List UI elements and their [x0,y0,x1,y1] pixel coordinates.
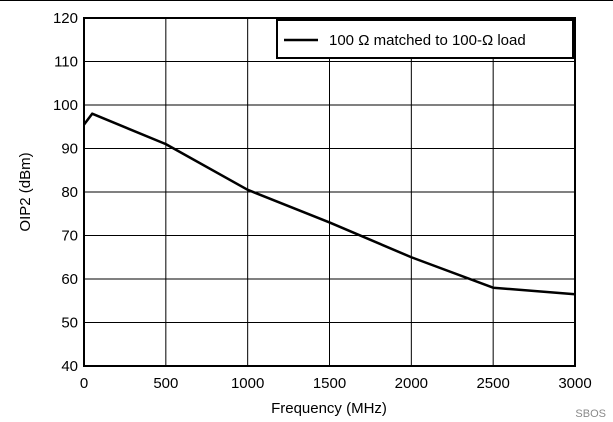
legend: 100 Ω matched to 100-Ω load [276,19,574,59]
x-tick-label: 500 [153,375,178,392]
y-tick-label: 70 [61,228,78,245]
y-tick-labels: 40 50 60 70 80 90 100 110 120 [53,10,78,375]
y-tick-label: 40 [61,358,78,375]
x-tick-labels: 0 500 1000 1500 2000 2500 3000 [80,375,592,392]
x-tick-label: 2000 [395,375,428,392]
y-tick-label: 90 [61,141,78,158]
y-tick-label: 80 [61,184,78,201]
x-tick-label: 0 [80,375,88,392]
x-tick-label: 1500 [313,375,346,392]
x-tick-label: 2500 [476,375,509,392]
series-line [83,112,576,296]
y-tick-label: 110 [54,54,78,71]
plot-area-frame [83,17,576,367]
legend-label: 100 Ω matched to 100-Ω load [329,32,526,49]
series-group [83,112,576,296]
grid [84,18,575,366]
x-axis-title: Frequency (MHz) [271,400,387,417]
top-rule [0,0,613,1]
y-tick-label: 50 [61,315,78,332]
x-tick-label: 3000 [558,375,591,392]
y-tick-label: 120 [53,10,78,27]
y-tick-label: 60 [61,271,78,288]
y-tick-label: 100 [53,97,78,114]
footer-code: SBOS [575,408,606,420]
y-axis-title: OIP2 (dBm) [17,152,34,231]
x-tick-label: 1000 [231,375,264,392]
legend-box [276,19,574,59]
